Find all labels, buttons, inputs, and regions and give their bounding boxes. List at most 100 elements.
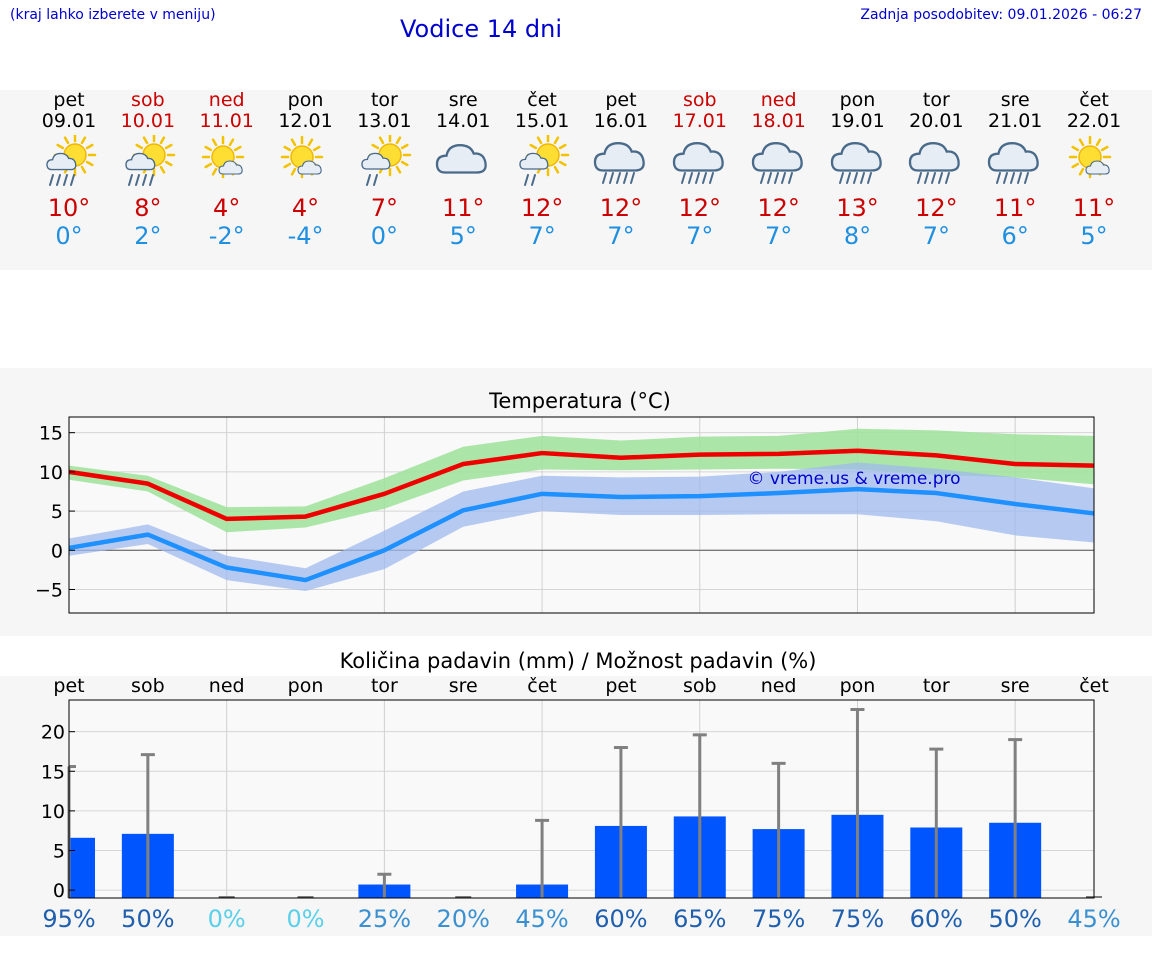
day-name: ned	[208, 89, 245, 111]
precipitation-probability-label: 60%	[594, 905, 647, 933]
day-date: 11.01	[199, 110, 254, 132]
x-category-label: pet	[605, 675, 636, 697]
x-category-label: pet	[53, 675, 84, 697]
day-date: 18.01	[751, 110, 806, 132]
precipitation-probability-label: 25%	[358, 905, 411, 933]
min-temperature: -2°	[208, 222, 245, 250]
max-temperature: 12°	[599, 194, 643, 222]
x-category-label: tor	[923, 675, 950, 697]
precipitation-probability-label: 60%	[910, 905, 963, 933]
max-temperature: 10°	[47, 194, 91, 222]
precipitation-chart: Količina padavin (mm) / Možnost padavin …	[41, 649, 1121, 933]
cloud-icon	[423, 132, 503, 194]
precipitation-probability-label: 75%	[831, 905, 884, 933]
min-temperature: 7°	[528, 222, 556, 250]
min-temperature: -4°	[287, 222, 324, 250]
x-category-label: pon	[288, 675, 324, 697]
cloud-rain-icon	[739, 132, 819, 194]
x-category-label: čet	[527, 675, 557, 697]
temperature-chart-title: Temperatura (°C)	[488, 389, 671, 413]
precipitation-probability-label: 45%	[515, 905, 568, 933]
x-category-label: tor	[371, 675, 398, 697]
min-temperature-line	[68, 486, 1095, 583]
cloud-rain-icon	[896, 132, 976, 194]
day-name: čet	[1079, 89, 1109, 111]
min-temperature: 7°	[686, 222, 714, 250]
day-column: pon 12.01 4° -4°	[266, 90, 346, 250]
day-date: 19.01	[830, 110, 885, 132]
max-temperature-line	[68, 448, 1095, 522]
cloud-rain-icon	[818, 132, 898, 194]
y-tick-label: 5	[51, 501, 63, 523]
day-name: pon	[839, 89, 876, 111]
max-temperature: 12°	[678, 194, 722, 222]
precipitation-probability-label: 75%	[752, 905, 805, 933]
x-category-label: ned	[209, 675, 245, 697]
day-date: 22.01	[1066, 110, 1122, 132]
day-column: tor 20.01 12° 7°	[896, 90, 976, 250]
day-name: sre	[448, 89, 478, 111]
day-column: ned 11.01 4° -2°	[187, 90, 267, 250]
day-date: 21.01	[987, 110, 1043, 132]
precipitation-probability-label: 0%	[286, 905, 324, 933]
partly-sunny-rain-icon	[108, 132, 188, 194]
precipitation-probability-label: 50%	[988, 905, 1041, 933]
day-column: sre 21.01 11° 6°	[975, 90, 1055, 250]
x-category-label: čet	[1079, 675, 1109, 697]
min-temperature: 8°	[843, 222, 872, 250]
precipitation-probability-label: 0%	[208, 905, 246, 933]
day-name: tor	[922, 89, 950, 111]
partly-sunny-light-rain-icon	[344, 132, 424, 194]
max-temperature: 8°	[134, 194, 162, 222]
max-temperature: 4°	[291, 194, 320, 222]
day-date: 14.01	[436, 110, 491, 132]
precipitation-probability-label: 45%	[1067, 905, 1120, 933]
day-column: ned 18.01 12° 7°	[739, 90, 819, 250]
x-category-label: sre	[449, 675, 478, 697]
temperature-chart: Temperatura (°C) © vreme.us & vreme.pro …	[35, 389, 1095, 614]
x-category-label: sob	[131, 675, 165, 697]
day-date: 20.01	[909, 110, 964, 132]
y-tick-label: 10	[41, 801, 65, 823]
min-temperature: 0°	[55, 222, 83, 250]
precipitation-probability-label: 95%	[42, 905, 95, 933]
day-date: 17.01	[672, 110, 727, 132]
day-name: ned	[760, 89, 797, 111]
day-column: sob 17.01 12° 7°	[660, 90, 740, 250]
forecast-strip-background	[0, 90, 1152, 270]
y-tick-label: 10	[39, 462, 63, 484]
day-column: čet 22.01 11° 5°	[1054, 90, 1134, 250]
precipitation-chart-title: Količina padavin (mm) / Možnost padavin …	[340, 649, 817, 673]
cloud-rain-icon	[660, 132, 740, 194]
min-temperature: 7°	[922, 222, 950, 250]
min-temperature-range-band	[69, 462, 1094, 592]
cloud-rain-icon	[975, 132, 1055, 194]
precipitation-bar	[69, 837, 95, 898]
min-temperature: 6°	[1001, 222, 1029, 250]
sun-cloud-icon	[187, 132, 267, 194]
day-name: sob	[683, 89, 717, 111]
max-temperature: 12°	[757, 194, 800, 222]
x-category-label: sob	[683, 675, 717, 697]
day-column: pon 19.01 13° 8°	[818, 90, 898, 250]
watermark: © vreme.us & vreme.pro	[747, 469, 960, 489]
day-date: 13.01	[357, 110, 412, 132]
day-column: sob 10.01 8° 2°	[108, 90, 188, 250]
day-date: 15.01	[514, 110, 570, 132]
min-temperature: 7°	[765, 222, 793, 250]
max-temperature: 11°	[1072, 194, 1116, 222]
day-name: pet	[605, 89, 637, 111]
max-temperature: 13°	[836, 194, 879, 222]
x-category-label: sre	[1001, 675, 1030, 697]
max-temperature: 7°	[370, 194, 399, 222]
day-name: pon	[287, 89, 324, 111]
y-tick-label: 15	[41, 761, 65, 783]
precipitation-probability-label: 50%	[121, 905, 174, 933]
day-name: sob	[131, 89, 165, 111]
day-name: tor	[370, 89, 398, 111]
plot-frame	[68, 416, 1095, 614]
max-temperature-range-band	[69, 428, 1094, 533]
cloud-rain-icon	[581, 132, 661, 194]
page-title: Vodice 14 dni	[400, 15, 563, 43]
location-hint: (kraj lahko izberete v meniju)	[10, 7, 216, 23]
